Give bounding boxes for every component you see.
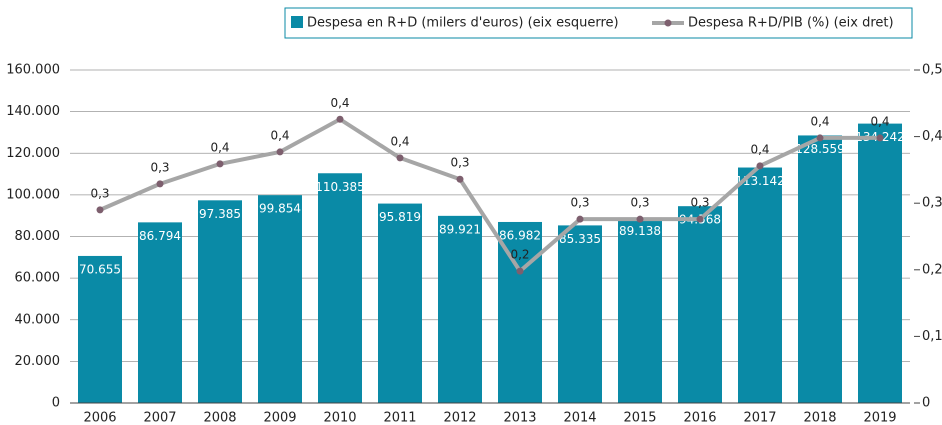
line-value-label: 0,4 — [270, 128, 289, 142]
legend-swatch — [291, 16, 303, 28]
y-tick-label: 160.000 — [6, 63, 60, 78]
line-value-label: 0,4 — [210, 140, 229, 154]
line-marker — [696, 215, 704, 223]
bar — [858, 123, 902, 404]
line-value-label: 0,3 — [150, 160, 169, 174]
bar — [558, 225, 602, 403]
line-marker — [816, 134, 824, 142]
bar-value-label: 70.655 — [79, 262, 121, 276]
line-value-label: 0,3 — [450, 156, 469, 170]
line-marker — [396, 154, 404, 162]
legend-label: Despesa R+D/PIB (%) (eix dret) — [688, 16, 894, 31]
y2-tick-label: 0,5 — [922, 63, 942, 78]
bar — [378, 203, 422, 403]
y-tick-label: 20.000 — [15, 354, 61, 369]
bar-value-label: 110.385 — [315, 180, 365, 194]
x-tick-label: 2006 — [83, 411, 116, 425]
y2-tick-label: 0,4 — [922, 129, 942, 144]
x-tick-label: 2007 — [143, 411, 176, 425]
line-marker — [96, 206, 104, 214]
x-tick-label: 2017 — [743, 411, 776, 425]
line-value-label: 0,2 — [510, 248, 529, 262]
y-tick-label: 100.000 — [6, 187, 60, 202]
x-tick-label: 2008 — [203, 411, 236, 425]
y2-tick-label: 0,3 — [922, 196, 942, 211]
y2-tick-label: 0,1 — [922, 329, 942, 344]
y-tick-label: 80.000 — [15, 229, 61, 244]
bar — [798, 135, 842, 403]
x-tick-label: 2014 — [563, 411, 596, 425]
bar — [318, 173, 362, 403]
x-tick-label: 2011 — [383, 411, 416, 425]
x-tick-label: 2009 — [263, 411, 296, 425]
bar-value-label: 95.819 — [379, 210, 421, 224]
line-marker — [336, 115, 344, 123]
line-value-label: 0,4 — [870, 114, 889, 128]
x-tick-label: 2015 — [623, 411, 656, 425]
line-marker — [636, 215, 644, 223]
bar — [138, 222, 182, 403]
bar-value-label: 99.854 — [259, 202, 301, 216]
line-value-label: 0,4 — [810, 114, 829, 128]
legend-box — [284, 7, 913, 39]
line-value-label: 0,4 — [330, 96, 349, 110]
x-tick-label: 2018 — [803, 411, 836, 425]
bar-value-label: 97.385 — [199, 207, 241, 221]
x-tick-label: 2012 — [443, 411, 476, 425]
line-marker — [876, 134, 884, 142]
y-tick-label: 60.000 — [15, 271, 61, 286]
x-tick-label: 2016 — [683, 411, 716, 425]
x-tick-label: 2013 — [503, 411, 536, 425]
line-marker — [576, 215, 584, 223]
bar — [678, 206, 722, 403]
line-marker — [276, 148, 284, 156]
y2-tick-label: 0,2 — [922, 262, 942, 277]
line-value-label: 0,3 — [690, 196, 709, 210]
bar — [78, 255, 122, 403]
bar-value-label: 89.921 — [439, 222, 481, 236]
y-tick-label: 0 — [52, 396, 60, 411]
bar — [438, 215, 482, 403]
line-value-label: 0,3 — [90, 186, 109, 200]
y-tick-label: 120.000 — [6, 146, 60, 161]
line-marker — [756, 162, 764, 170]
line-value-label: 0,3 — [570, 196, 589, 210]
line-marker — [156, 180, 164, 188]
line-value-label: 0,4 — [390, 134, 409, 148]
bar — [618, 217, 662, 403]
y-tick-label: 40.000 — [15, 312, 61, 327]
legend-swatch — [664, 19, 672, 27]
bar-value-label: 85.335 — [559, 232, 601, 246]
bar-value-label: 89.138 — [619, 224, 661, 238]
line-value-label: 0,3 — [630, 196, 649, 210]
line-marker — [456, 175, 464, 183]
line-marker — [516, 267, 524, 275]
x-tick-label: 2010 — [323, 411, 356, 425]
x-tick-label: 2019 — [863, 411, 896, 425]
bar-value-label: 86.982 — [499, 228, 541, 242]
bar — [738, 167, 782, 403]
bar — [198, 200, 242, 403]
bar-value-label: 86.794 — [139, 229, 181, 243]
legend-label: Despesa en R+D (milers d'euros) (eix esq… — [307, 16, 619, 31]
line-marker — [216, 160, 224, 168]
line — [99, 117, 880, 274]
y-tick-label: 140.000 — [6, 104, 60, 119]
line-value-label: 0,4 — [750, 142, 769, 156]
bar — [258, 195, 302, 403]
y2-tick-label: 0 — [922, 396, 930, 411]
